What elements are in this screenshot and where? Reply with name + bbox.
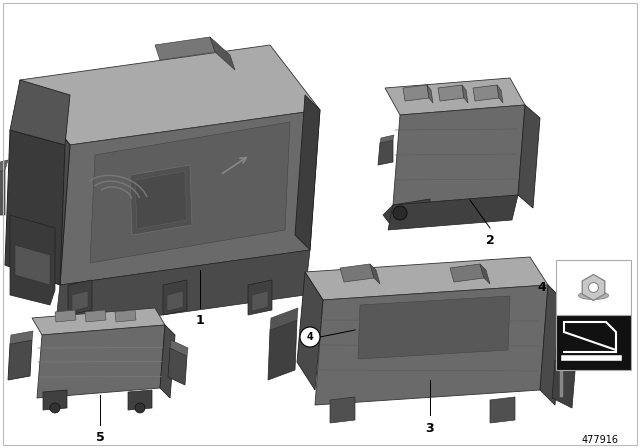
Polygon shape	[388, 195, 518, 230]
Circle shape	[393, 206, 407, 220]
Polygon shape	[403, 85, 429, 101]
Polygon shape	[473, 85, 499, 101]
Polygon shape	[462, 85, 468, 103]
Circle shape	[135, 403, 145, 413]
Polygon shape	[378, 140, 393, 165]
Polygon shape	[163, 280, 187, 315]
Polygon shape	[552, 360, 575, 408]
Polygon shape	[297, 272, 323, 390]
Polygon shape	[358, 296, 510, 359]
Text: 3: 3	[426, 422, 435, 435]
Polygon shape	[37, 325, 165, 398]
Polygon shape	[168, 348, 187, 385]
Polygon shape	[555, 348, 576, 372]
Polygon shape	[55, 250, 310, 330]
Polygon shape	[43, 390, 67, 410]
Polygon shape	[85, 310, 106, 322]
Polygon shape	[210, 37, 235, 70]
Polygon shape	[10, 80, 70, 285]
Polygon shape	[15, 245, 50, 285]
Polygon shape	[160, 325, 175, 398]
Polygon shape	[427, 85, 433, 103]
Polygon shape	[10, 331, 33, 344]
Text: 5: 5	[95, 431, 104, 444]
Polygon shape	[305, 257, 548, 300]
Polygon shape	[540, 285, 563, 405]
Polygon shape	[582, 275, 605, 301]
Polygon shape	[268, 320, 297, 380]
Polygon shape	[32, 308, 165, 335]
Text: 2: 2	[486, 233, 494, 246]
Circle shape	[589, 283, 598, 293]
Polygon shape	[0, 170, 5, 215]
Polygon shape	[130, 165, 192, 235]
Polygon shape	[68, 280, 92, 315]
Polygon shape	[135, 171, 187, 229]
Polygon shape	[155, 37, 215, 60]
Polygon shape	[315, 285, 548, 405]
Polygon shape	[295, 95, 320, 250]
Polygon shape	[340, 264, 374, 282]
Text: 1: 1	[196, 314, 204, 327]
Polygon shape	[270, 308, 298, 330]
Text: 477916: 477916	[582, 435, 618, 445]
Polygon shape	[518, 105, 540, 208]
Circle shape	[556, 360, 566, 370]
Polygon shape	[480, 264, 490, 284]
Polygon shape	[0, 160, 8, 175]
Circle shape	[50, 403, 60, 413]
Polygon shape	[128, 390, 152, 410]
Polygon shape	[115, 310, 136, 322]
Polygon shape	[167, 291, 183, 311]
Polygon shape	[393, 105, 525, 205]
Polygon shape	[252, 291, 268, 311]
Polygon shape	[490, 397, 515, 423]
Polygon shape	[497, 85, 503, 103]
Text: 4: 4	[307, 332, 314, 342]
Polygon shape	[20, 45, 320, 145]
Polygon shape	[564, 322, 616, 350]
Polygon shape	[90, 122, 290, 263]
Circle shape	[300, 327, 320, 347]
Polygon shape	[383, 199, 430, 224]
Polygon shape	[170, 340, 188, 356]
Polygon shape	[8, 340, 32, 380]
Polygon shape	[10, 215, 55, 305]
Polygon shape	[380, 135, 394, 143]
Polygon shape	[385, 78, 525, 115]
Polygon shape	[72, 291, 88, 311]
Polygon shape	[370, 264, 380, 284]
Polygon shape	[55, 310, 76, 322]
Polygon shape	[450, 264, 484, 282]
Polygon shape	[330, 397, 355, 423]
Polygon shape	[60, 110, 320, 285]
Polygon shape	[438, 85, 464, 101]
Bar	[556, 315, 631, 370]
Polygon shape	[10, 80, 70, 145]
Polygon shape	[248, 280, 272, 315]
Polygon shape	[5, 130, 65, 285]
Bar	[556, 260, 631, 315]
Text: 4: 4	[538, 281, 547, 294]
Ellipse shape	[579, 292, 609, 300]
